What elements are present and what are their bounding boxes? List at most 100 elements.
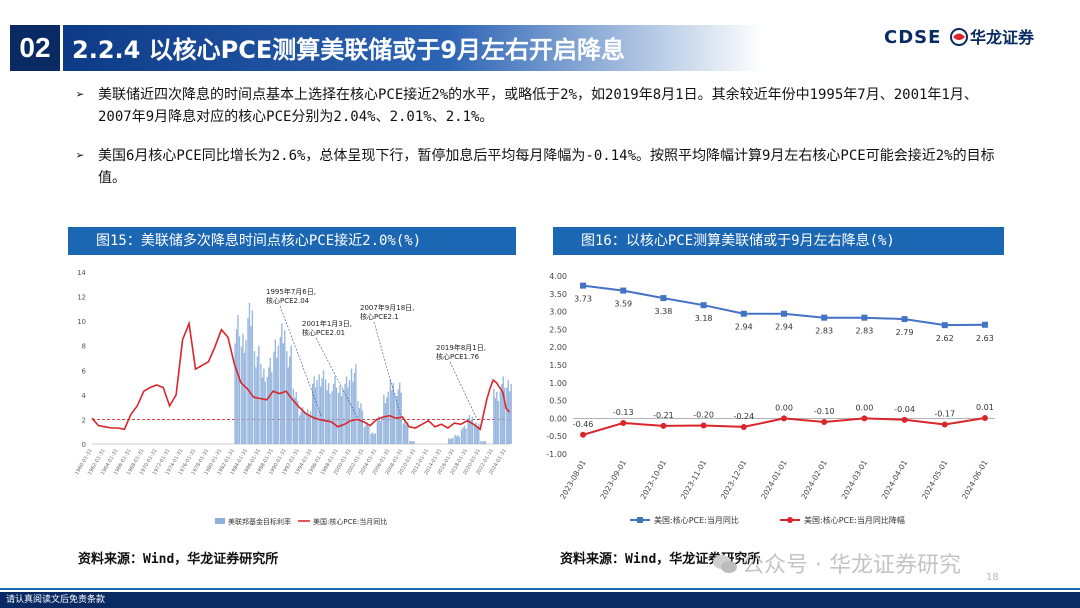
figure16-source: 资料来源：Wind，华龙证券研究所 [560,552,761,567]
fed-rate-bar [509,391,511,444]
fed-rate-bar [235,329,238,444]
core-pce-point [941,322,948,329]
x-tick-label: 2024-06-01 [960,458,990,500]
fed-rate-bar [484,440,487,444]
core-pce-data-label: 2.94 [735,323,753,332]
decline-data-label: -0.20 [693,411,714,420]
decline-data-label: 0.00 [855,403,873,412]
core-pce-point [660,295,667,302]
x-tick-label: 2023-08-01 [558,458,588,500]
fed-rate-bar [496,391,498,444]
fed-rate-bar [465,428,467,444]
fed-rate-bar [294,397,296,444]
fed-rate-bar [455,436,458,444]
figure15-source: 资料来源：Wind，华龙证券研究所 [78,552,279,567]
decline-point [861,415,868,422]
fed-rate-bar [308,415,310,444]
arrow-bullet-icon: ➢ [76,148,85,164]
decline-data-label: -0.17 [934,409,955,418]
fed-rate-bar [494,397,497,444]
decline-data-label: -0.24 [733,412,754,421]
decline-data-label: -0.04 [894,405,915,414]
bullet-text: 美国6月核心PCE同比增长为2.6%，总体呈现下行，暂停加息后平均每月降幅为-0… [98,148,995,186]
y-tick-label: -0.50 [546,432,567,441]
y-tick-label: 2 [82,416,86,424]
fed-rate-bar [337,392,340,444]
fed-rate-bar [493,388,495,444]
fed-rate-bar [305,413,307,444]
fed-rate-bar [299,415,301,444]
fed-rate-bar [345,376,348,444]
fed-rate-bar [261,377,264,444]
y-tick-label: 4 [82,392,87,400]
fed-rate-bar [301,407,304,444]
fed-rate-bar [475,422,477,444]
fed-rate-bar [452,437,454,444]
y-tick-label: 0 [82,441,86,449]
section-number: 02 [10,25,60,71]
y-tick-label: 3.00 [549,308,567,317]
fed-rate-bar [264,381,267,444]
fed-rate-bar [340,396,343,444]
y-tick-label: -1.00 [546,450,567,459]
cut-annotation: 2019年8月1日,核心PCE1.76 [436,343,486,361]
fed-rate-bar [281,323,283,444]
fed-rate-bar [240,346,243,444]
watermark: 公众号 · 华龙证券研究 [742,553,961,578]
core-pce-point [781,310,787,317]
fed-rate-bar [286,351,288,444]
y-tick-label: 1.00 [549,379,567,388]
x-tick-label: 2024-05-01 [920,458,950,500]
fed-rate-bar [471,416,474,444]
fed-rate-bar [318,374,320,444]
fed-rate-bar [406,422,409,444]
x-tick-label: 2024-04-01 [880,458,910,500]
x-tick-label: 2024-02-01 [799,458,829,500]
fed-rate-bar [248,302,251,444]
fed-rate-bar [373,434,375,444]
fed-rate-bar [358,408,361,444]
fed-rate-bar [410,440,412,444]
x-tick-label: 2023-12-01 [719,458,749,500]
fed-rate-bar [327,383,330,444]
fed-rate-bar [313,376,315,444]
fed-rate-bar [483,441,485,444]
legend-marker-pce [637,517,643,523]
core-pce-data-label: 3.59 [614,300,632,309]
decline-point [901,416,908,423]
footer-divider [0,588,1080,590]
y-tick-label: 0.00 [549,414,567,423]
fed-rate-bar [400,392,402,444]
fed-rate-bar [296,400,299,444]
fed-rate-bar [271,372,273,444]
bullet-list: ➢ 美联储近四次降息的时间点基本上选择在核心PCE接近2%的水平，或略低于2%，… [76,84,996,206]
page-title: 2.2.4 以核心PCE测算美联储或于9月左右开启降息 [72,36,625,64]
core-pce-data-label: 3.73 [574,295,592,304]
footer-disclaimer[interactable]: 请认真阅读文后免责条款 [0,592,1080,608]
fed-rate-bar [284,330,286,444]
fed-rate-bar [321,378,323,444]
cut-annotation: 2001年1月3日,核心PCE2.01 [302,319,352,337]
core-pce-data-label: 2.63 [976,334,994,343]
y-tick-label: 2.00 [549,343,567,352]
title-bar [63,25,763,71]
fed-rate-bar [357,401,359,444]
y-tick-label: 0.50 [549,397,567,406]
annotation-leader [315,337,358,418]
fed-rate-bar [269,358,272,444]
fed-rate-bar [335,387,338,444]
y-tick-label: 6 [82,367,87,375]
bullet-item: ➢ 美国6月核心PCE同比增长为2.6%，总体呈现下行，暂停加息后平均每月降幅为… [76,145,996,189]
fed-rate-bar [458,436,461,444]
fed-rate-bar [316,380,318,444]
core-pce-data-label: 2.79 [896,328,914,337]
fed-rate-bar [350,368,353,444]
core-pce-line [582,284,986,327]
fed-rate-bar [292,388,294,444]
fed-rate-bar [504,387,506,444]
y-tick-label: 14 [77,269,86,277]
fed-rate-bar [506,387,508,444]
fed-rate-bar [387,391,389,444]
fed-rate-bar [470,420,472,444]
fed-rate-bar [334,376,336,444]
